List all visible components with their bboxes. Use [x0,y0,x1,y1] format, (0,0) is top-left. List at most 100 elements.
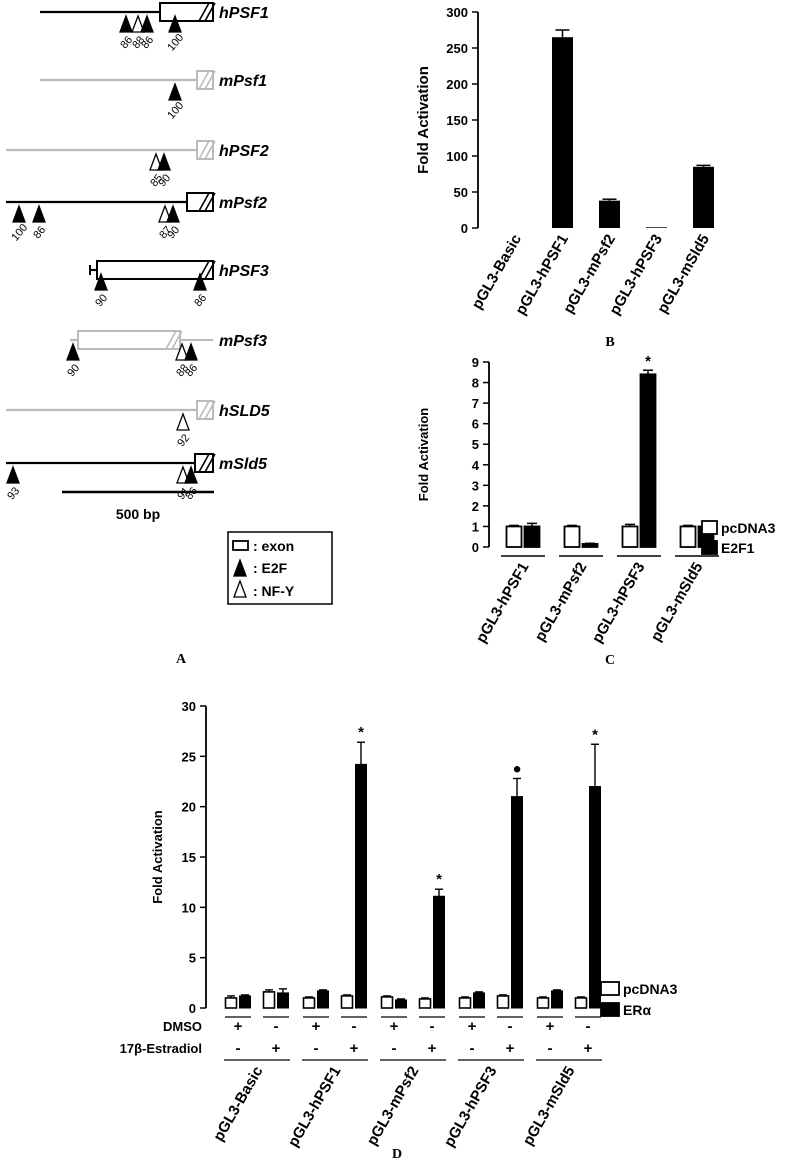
bar [646,227,667,228]
panel-b-bar-chart: 0 50 100 150 200 250 300 Fold Activation pGL3-Ba… [415,5,714,350]
estradiol-sign: - [314,1040,319,1057]
bar-pcdna3 [505,525,523,548]
dmso-sign: - [274,1018,279,1035]
x-category-label: pGL3-Basic [469,232,525,313]
y-tick-label: 9 [472,355,479,370]
panel-letter-d: D [392,1147,402,1162]
exon-hatch [204,140,216,160]
legend-swatch-pcdna3 [701,520,718,535]
panel-d-bar-chart: 0 5 10 15 20 25 30 Fold Activation + - - + pGL3-Basi… [120,699,678,1162]
gene-name: hPSF2 [219,143,269,160]
gene-name: hPSF1 [219,5,269,22]
exon-hatch [198,400,210,420]
y-tick-label: 25 [182,749,196,764]
exon-hatch [204,400,216,420]
e2f-site-marker [193,272,207,291]
x-category-label: pGL3-hPSF3 [589,560,649,646]
bar [599,200,620,228]
y-tick-label: 200 [446,77,468,92]
dmso-sign: - [508,1018,513,1035]
y-tick-label: 150 [446,113,468,128]
bar-er-alpha [589,786,601,1009]
bar-pcdna3 [679,525,697,548]
bar [693,166,714,228]
estradiol-sign: + [506,1040,515,1057]
dmso-sign: + [468,1018,477,1035]
e2f-site-marker [140,14,154,33]
dmso-sign: + [546,1018,555,1035]
e2f-site-marker [184,342,198,361]
y-tick-label: 10 [182,900,196,915]
motif-position-label: 90 [93,292,110,309]
estradiol-sign: + [584,1040,593,1057]
motif-position-label: 86 [192,292,209,309]
bar-e2f1 [581,543,599,548]
e2f-site-marker [166,204,180,223]
dmso-sign: - [352,1018,357,1035]
x-category-label: pGL3-mSld5 [520,1064,579,1149]
dmso-row-label: DMSO [163,1019,202,1034]
estradiol-sign: - [236,1040,241,1057]
x-category-label: pGL3-Basic [210,1064,266,1145]
e2f-site-marker [32,204,46,223]
bar-pcdna3 [224,997,238,1009]
exon-hatch [171,330,183,350]
y-tick-label: 3 [472,478,479,493]
y-tick-label: 100 [446,149,468,164]
y-tick-label: 1 [472,519,479,534]
exon-hatch [198,140,210,160]
estradiol-sign: + [272,1040,281,1057]
y-tick-label: 5 [189,951,196,966]
y-tick-label: 0 [461,221,468,236]
legend-swatch-pcdna3 [600,981,620,996]
legend-e2f-label: : E2F [253,560,288,576]
y-tick-label: 20 [182,800,196,815]
motif-position-label: 100 [9,222,30,244]
x-category-label: pGL3-mSld5 [648,560,707,645]
bar-er-alpha [511,796,523,1009]
exon-box [96,260,214,280]
y-axis-title: Fold Activation [415,66,432,174]
exon-hatch [204,260,216,280]
bar-pcdna3 [418,998,432,1009]
e2f-site-marker [184,465,198,484]
legend-label-pcdna3: pcDNA3 [623,981,678,997]
estradiol-sign: - [548,1040,553,1057]
motif-position-label: 86 [31,224,48,241]
dmso-sign: + [312,1018,321,1035]
legend-swatch-er-alpha [600,1002,620,1017]
y-axis-title: Fold Activation [416,408,431,501]
estradiol-sign: + [428,1040,437,1057]
significance-mark: * [592,726,598,743]
e2f-site-marker [168,82,182,101]
bar-e2f1 [523,525,541,548]
legend-nfy-swatch [233,579,247,598]
y-tick-label: 2 [472,499,479,514]
y-tick-label: 30 [182,699,196,714]
estradiol-row-label: 17β-Estradiol [120,1041,202,1056]
y-tick-label: 0 [189,1001,196,1016]
bar-pcdna3 [574,997,588,1009]
e2f-site-marker [168,14,182,33]
e2f-site-marker [66,342,80,361]
panel-letter-c: C [605,653,615,668]
panel-letter-a: A [176,652,187,667]
estradiol-sign: - [392,1040,397,1057]
y-tick-label: 50 [454,185,468,200]
bar-e2f1 [639,373,657,548]
estradiol-sign: - [470,1040,475,1057]
motif-position-label: 86 [183,362,200,379]
significance-mark: * [436,871,442,888]
motif-position-label: 92 [175,432,192,449]
nfy-site-marker [176,412,190,431]
significance-mark: * [358,724,364,741]
y-tick-label: 6 [472,417,479,432]
bar-er-alpha [317,990,329,1009]
panel-letter-b: B [605,335,614,350]
x-category-label: pGL3-mPsf2 [532,560,591,645]
estradiol-sign: + [350,1040,359,1057]
